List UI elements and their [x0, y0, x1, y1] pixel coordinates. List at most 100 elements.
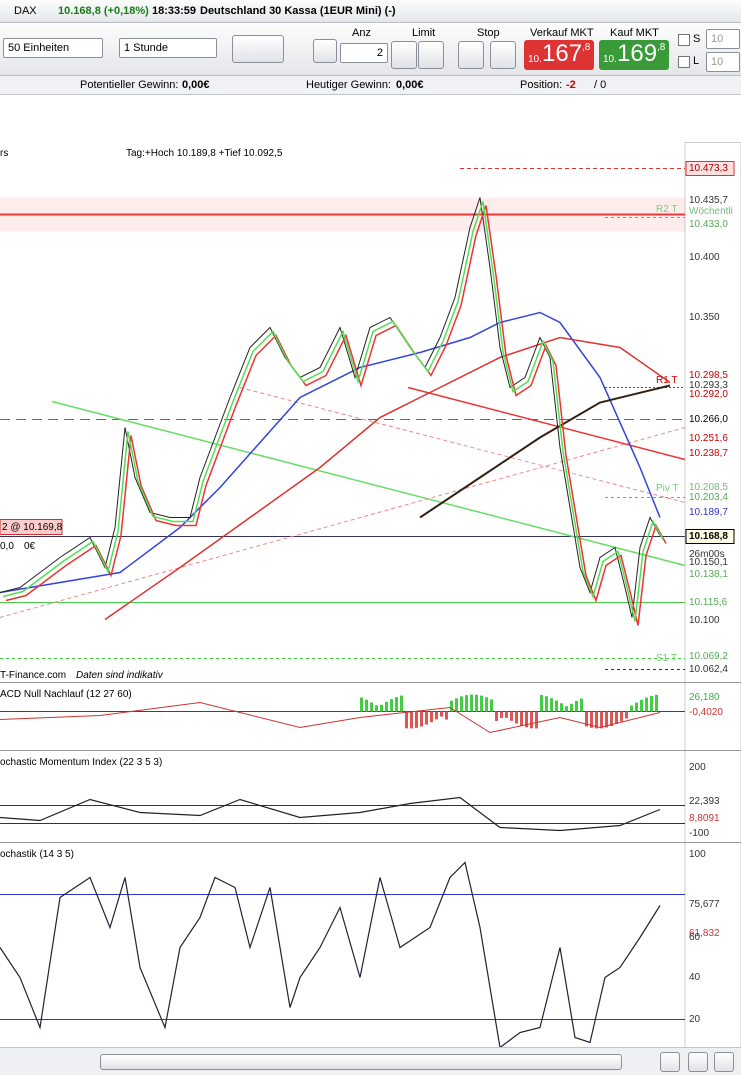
price-label: 10.298,5 — [689, 370, 728, 381]
macd-hist — [575, 701, 578, 712]
status-bar: Potentieller Gewinn: 0,00€ Heutiger Gewi… — [0, 76, 741, 95]
trend-red — [407, 386, 686, 461]
macd-hist — [655, 694, 658, 712]
zoom-fit[interactable] — [660, 1052, 680, 1072]
price-label: 10.400 — [689, 252, 720, 263]
macd-hist — [570, 703, 573, 712]
macd-hist — [370, 702, 373, 712]
macd-hist — [525, 711, 528, 728]
macd-hist — [385, 701, 388, 712]
stop-buy[interactable] — [458, 41, 484, 69]
bottom-toolbar — [0, 1047, 741, 1075]
macd-hist — [440, 711, 443, 717]
scrollbar[interactable] — [100, 1054, 622, 1070]
macd-hist — [515, 711, 518, 724]
price-label: 10.062,4 — [689, 664, 728, 675]
price-axis — [684, 142, 741, 1074]
l-input[interactable]: 10 — [706, 52, 740, 72]
indicator-label: -0,4020 — [689, 707, 723, 718]
units-select[interactable]: 50 Einheiten — [3, 38, 103, 58]
main-panel — [0, 142, 685, 678]
panel-title: ACD Null Nachlauf (12 27 60) — [0, 689, 132, 700]
indicator-label: -100 — [689, 828, 709, 839]
macd-hist — [500, 711, 503, 719]
buy-frac: ,8 — [657, 42, 666, 53]
macd-hist — [400, 695, 403, 712]
macd-hist — [545, 696, 548, 712]
order-bar: 50 Einheiten 1 Stunde Anz 2 Limit Stop V… — [0, 23, 741, 76]
macd-hist — [565, 706, 568, 712]
indicator-label: 61,832 — [689, 928, 720, 939]
note: Daten sind indikativ — [76, 670, 164, 681]
price-label: 10.266,0 — [689, 414, 728, 425]
macd-hist — [490, 699, 493, 712]
macd-hist — [535, 711, 538, 729]
macd-hist — [445, 711, 448, 720]
macd-hist — [650, 695, 653, 712]
level-label: S1 T — [656, 653, 677, 664]
sell-button[interactable]: 10. 167 ,8 — [524, 40, 594, 70]
ma-black — [419, 384, 671, 519]
s-label: S — [693, 33, 701, 45]
interval-select[interactable]: 1 Stunde — [119, 38, 217, 58]
source: T-Finance.com — [0, 670, 66, 681]
limit-buy[interactable] — [391, 41, 417, 69]
indicator-label: 200 — [689, 762, 706, 773]
macd-hist — [635, 702, 638, 712]
macd-hist — [510, 711, 513, 721]
position-sep: / 0 — [594, 79, 607, 91]
price-label: 10.189,7 — [689, 507, 728, 518]
box-b: 0€ — [24, 541, 36, 552]
chart-type-button[interactable] — [232, 35, 284, 63]
s-checkbox[interactable] — [678, 34, 690, 46]
price-label: 10.251,6 — [689, 433, 728, 444]
s-input[interactable]: 10 — [706, 29, 740, 49]
macd-hist — [550, 698, 553, 712]
level-label: R1 T — [656, 375, 678, 386]
price-label: 10.069,2 — [689, 651, 728, 662]
price-label: 10.473,3 — [689, 163, 728, 174]
stop-sell[interactable] — [490, 41, 516, 69]
macd-hist — [640, 699, 643, 712]
position-value: -2 — [566, 79, 576, 91]
limit-sell[interactable] — [418, 41, 444, 69]
instrument: Deutschland 30 Kassa (1EUR Mini) (-) — [200, 5, 396, 17]
macd-hist — [560, 703, 563, 712]
toolbar-fragment: rs — [0, 148, 8, 159]
potential-value: 0,00€ — [182, 79, 210, 91]
zoom-in[interactable] — [714, 1052, 734, 1072]
indicator-label: 26,180 — [689, 692, 720, 703]
box-a: 0,0 — [0, 541, 14, 552]
macd-hist — [415, 711, 418, 728]
zoom-out[interactable] — [688, 1052, 708, 1072]
tool-button[interactable] — [313, 39, 337, 63]
buy-label: Kauf MKT — [610, 27, 659, 39]
today-label: Heutiger Gewinn: — [306, 79, 391, 91]
anz-input[interactable]: 2 — [340, 43, 388, 63]
smi-line — [0, 796, 661, 832]
indicator-label: 40 — [689, 972, 701, 983]
panel-title: ochastik (14 3 5) — [0, 849, 74, 860]
price-label: 10.293,3 — [689, 380, 728, 391]
level-label: R2 T — [656, 204, 678, 215]
price-label: 10.435,7 — [689, 195, 728, 206]
macd-hist — [605, 711, 608, 728]
l-checkbox[interactable] — [678, 56, 690, 68]
ma-blue — [0, 311, 661, 594]
buy-button[interactable]: 10. 169 ,8 — [599, 40, 669, 70]
macd-hist — [475, 694, 478, 712]
price-label: 10.138,1 — [689, 569, 728, 580]
sell-big: 167 — [542, 40, 583, 67]
position-box-text: 2 @ 10.169,8 — [2, 522, 63, 533]
macd-hist — [625, 711, 628, 719]
stop-label: Stop — [477, 27, 500, 39]
price-label: 10.115,6 — [689, 597, 728, 608]
macd-line — [0, 701, 661, 734]
price-label: 10.100 — [689, 615, 720, 626]
macd-hist — [540, 695, 543, 712]
macd-hist — [580, 698, 583, 712]
macd-hist — [630, 705, 633, 712]
